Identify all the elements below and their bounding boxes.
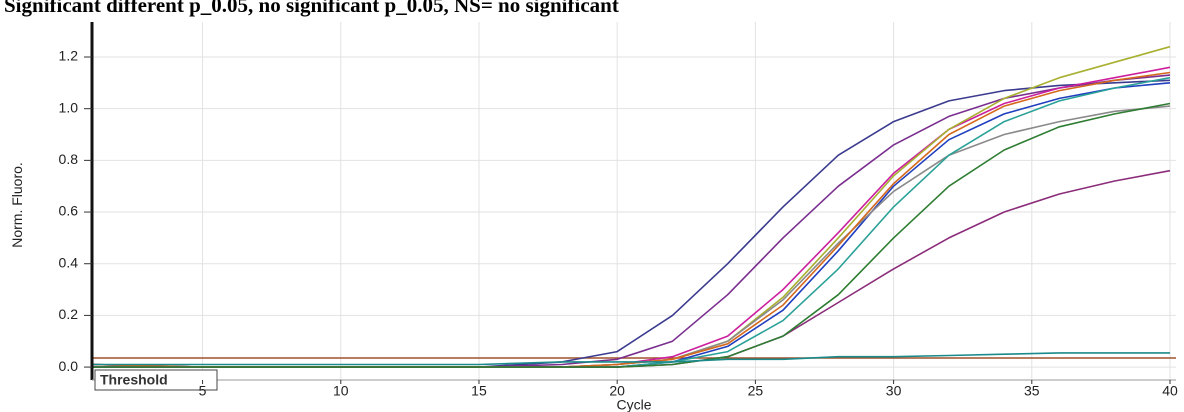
series-line: [92, 45, 1171, 368]
series-line: [91, 74, 1171, 368]
series-line: [92, 102, 1171, 368]
series-line: [92, 82, 1171, 368]
y-tick-label: 1.0: [59, 99, 79, 115]
x-tick-label: 10: [333, 383, 349, 399]
x-tick-label: 40: [1162, 383, 1178, 399]
series-line: [92, 169, 1171, 368]
series-line: [92, 105, 1171, 368]
x-axis-label: Cycle: [616, 397, 651, 412]
y-tick-label: 1.2: [59, 48, 79, 64]
y-tick-label: 0.6: [59, 203, 79, 219]
series-line: [91, 71, 1171, 368]
series-line: [92, 76, 1171, 368]
series-line: [92, 352, 1170, 366]
x-tick-label: 25: [748, 383, 764, 399]
y-tick-label: 0.8: [59, 151, 79, 167]
x-tick-label: 15: [471, 383, 487, 399]
threshold-label: Threshold: [100, 372, 168, 388]
y-axis-label: Norm. Fluoro.: [9, 162, 25, 248]
x-tick-label: 5: [199, 383, 207, 399]
y-tick-label: 0.2: [59, 306, 79, 322]
x-tick-label: 35: [1024, 383, 1040, 399]
lines: [91, 45, 1176, 368]
series-line: [91, 79, 1171, 368]
y-tick-label: 0.0: [59, 358, 79, 374]
y-tick-label: 0.4: [59, 254, 79, 270]
grid: [92, 22, 1176, 380]
chart-title: Significant different p_0.05, no signifi…: [4, 0, 619, 17]
x-tick-label: 20: [609, 383, 625, 399]
x-tick-label: 30: [886, 383, 902, 399]
threshold-box: [94, 369, 218, 391]
